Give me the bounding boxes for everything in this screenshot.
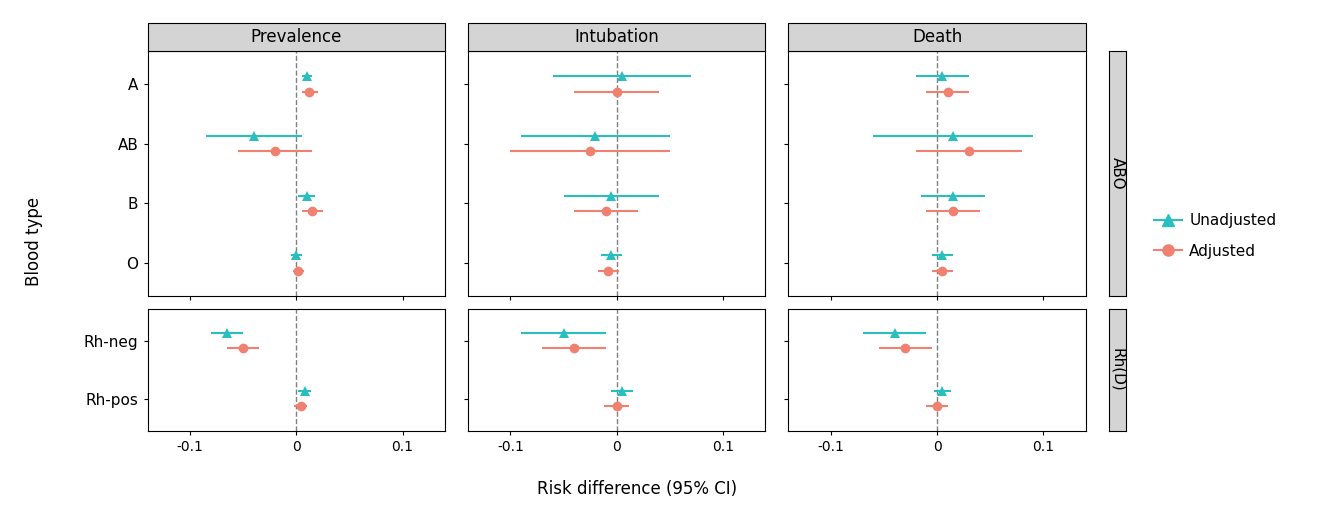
Text: Death: Death: [912, 28, 961, 46]
Text: Blood type: Blood type: [24, 196, 43, 286]
Legend: Unadjusted, Adjusted: Unadjusted, Adjusted: [1155, 213, 1277, 259]
Text: ABO: ABO: [1110, 157, 1125, 190]
Text: Prevalence: Prevalence: [251, 28, 342, 46]
Text: Rh(D): Rh(D): [1110, 348, 1125, 391]
Text: Risk difference (95% CI): Risk difference (95% CI): [536, 480, 738, 498]
Text: Intubation: Intubation: [574, 28, 658, 46]
